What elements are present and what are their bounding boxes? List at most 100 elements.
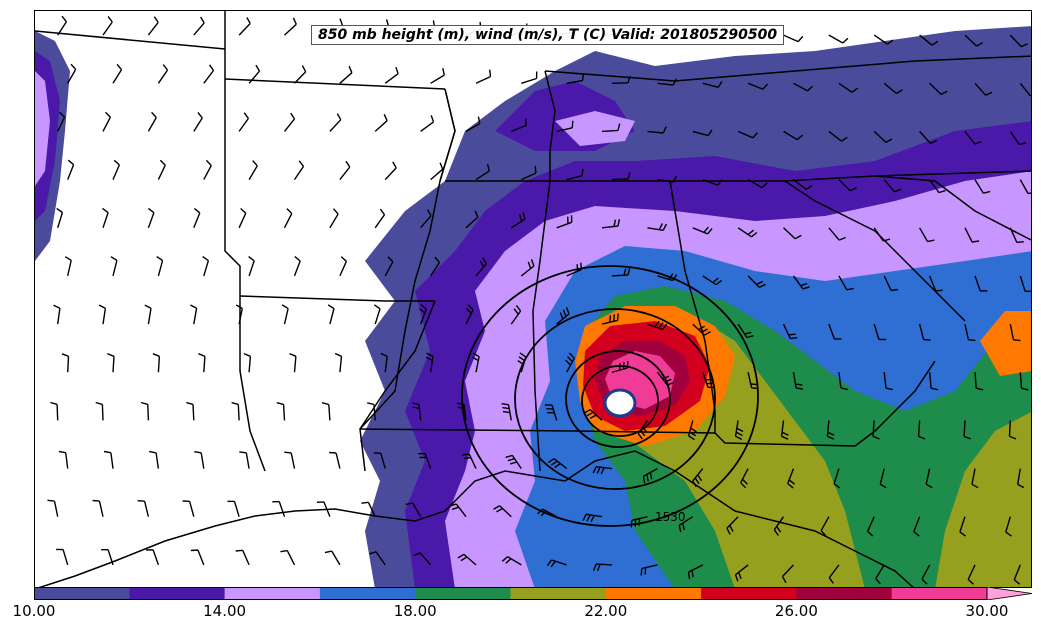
wind-barb [203,159,212,180]
state-boundaries [35,11,1031,587]
wind-barb [102,207,109,229]
wind-barb [1008,420,1017,440]
wind-barb [828,130,848,142]
wind-barb [430,256,440,277]
wind-barb [456,402,467,421]
wind-barb [112,63,123,84]
wind-barb [601,313,619,325]
wind-band-20-east [935,412,1031,587]
wind-barb [828,227,846,241]
wind-barb [248,256,255,277]
contour-inner-1 [565,350,671,448]
wind-barb [740,468,749,489]
wind-barb [137,500,150,517]
wind-barb [737,130,758,139]
wind-barb [544,404,558,421]
wind-barb [56,207,64,229]
wind-barb [793,82,814,92]
wind-barb [193,112,203,132]
wind-barb [692,468,704,488]
wind-barb [783,227,802,240]
wind-barb [1013,564,1021,585]
wind-barb [734,420,744,441]
wind-barb [107,353,115,373]
wind-barb [510,304,522,325]
colorbar-tick-label: 14.00 [203,602,247,620]
wind-barb [521,166,537,181]
wind-barb [471,352,480,373]
wind-barb [102,15,113,36]
wind-barb [316,501,331,517]
wind-barb [361,501,376,517]
wind-barb [547,458,568,470]
wind-barb [420,115,435,132]
wind-barb [747,82,769,90]
wind-barb [971,468,979,489]
wind-barb [737,323,754,339]
wind-barb [193,16,205,36]
wind-barb [92,499,104,517]
wind-barb [384,161,397,181]
wind-barb [875,564,885,585]
wind-barb [1005,516,1012,537]
wind-barb [1009,34,1028,48]
state-line-north [544,55,1031,82]
wind-barb [734,564,749,582]
wind-barb [838,372,848,391]
wind-barb [243,352,252,373]
wind-barb [918,227,935,243]
colorbar-segment [701,587,797,600]
wind-barb [64,256,72,277]
wind-speed-shading [35,26,1031,587]
wind-barb [647,126,667,134]
state-line-vertical-5 [239,296,266,472]
wind-barb [194,451,205,469]
state-line-vertical-7 [784,180,966,322]
wind-barb [611,360,629,373]
wind-barb [1019,275,1031,292]
wind-barb [566,73,585,84]
wind-barb [53,304,61,325]
wind-barb [792,275,810,290]
wind-barb [156,256,164,277]
wind-barb [182,500,195,517]
colorbar-segment [129,587,226,600]
wind-barb [872,420,880,440]
wind-barb [374,114,388,132]
wind-barb [419,304,427,325]
wind-barb [642,467,658,484]
wind-barb [692,226,713,235]
wind-barb [883,179,902,193]
wind-barb [384,66,399,84]
wind-barb [283,112,296,132]
wind-barb [339,65,353,84]
wind-barb [964,34,984,47]
wind-barb [511,118,527,133]
wind-barb [420,209,432,229]
wind-barb [963,420,971,440]
wind-barb [919,34,939,46]
wind-barb [203,64,215,84]
wind-barb [917,420,926,440]
wind-barb [838,275,854,291]
wind-barb [284,451,296,469]
wind-barb [873,130,893,144]
wind-barb [964,227,980,243]
wind-barb [974,372,984,391]
wind-barb [61,353,70,373]
wind-barb [112,159,121,180]
wind-barb [780,420,789,440]
wind-barb [418,452,432,469]
wind-band-14-west [35,71,50,186]
wind-barb [702,371,716,389]
wind-barb [475,69,492,84]
wind-barb [238,207,247,229]
wind-barb [505,454,522,469]
wind-barb [782,323,798,340]
wind-barb [56,548,69,566]
wind-barb [190,304,198,325]
wind-barb [430,68,445,84]
wind-barb [678,516,694,533]
colorbar-tick-label: 22.00 [584,602,628,620]
wind-barb [413,552,432,566]
